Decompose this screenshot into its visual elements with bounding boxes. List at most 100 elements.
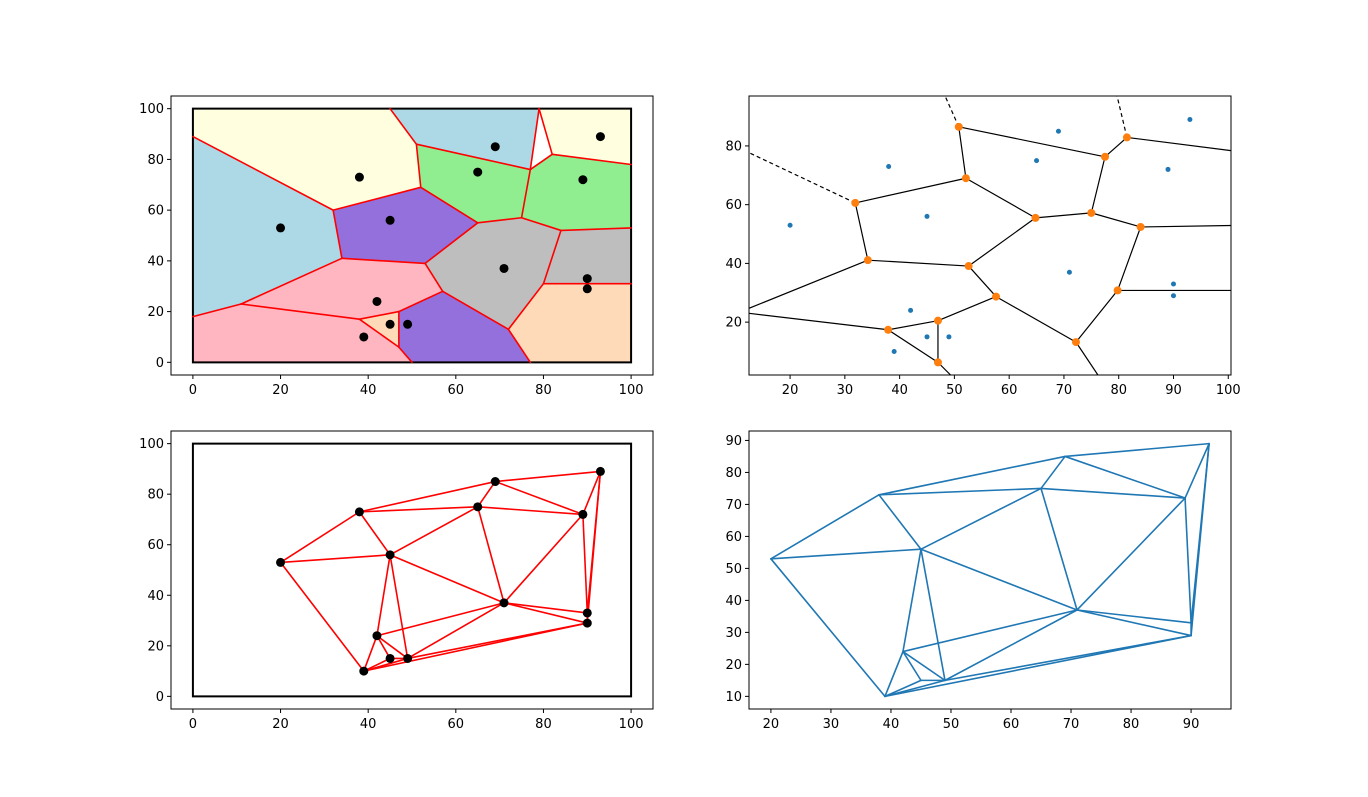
plot-area-3 [191, 442, 633, 698]
data-point-8 [1170, 281, 1176, 287]
triangle-edge-29 [362, 634, 378, 672]
data-point-5 [578, 175, 588, 185]
y-tick-label-8: 90 [725, 434, 742, 449]
voronoi-region-3 [192, 136, 342, 317]
data-point-9 [582, 284, 592, 294]
voronoi-vertex-2 [1122, 133, 1131, 142]
x-tick-label-7: 90 [1183, 717, 1200, 732]
voronoi-region-6 [333, 187, 478, 264]
x-tick-label-5: 70 [1056, 383, 1073, 398]
triangle-edge-12 [1040, 487, 1078, 611]
axes-frame-2 [748, 95, 1232, 376]
triangle-edge-2 [279, 561, 365, 672]
voronoi-edge-3 [1126, 136, 1231, 152]
triangle-edge-28 [902, 650, 946, 682]
data-point-5 [578, 509, 588, 519]
data-point-13 [891, 349, 897, 355]
region-edge-29 [358, 318, 400, 348]
data-point-11 [924, 334, 930, 340]
region-edge-21 [441, 290, 510, 331]
voronoi-region-9 [241, 258, 443, 320]
data-point-10 [372, 296, 382, 306]
region-edge-9 [520, 168, 532, 219]
triangle-edge-6 [920, 487, 1042, 551]
triangle-edge-1 [770, 548, 922, 560]
region-edge-13 [560, 227, 632, 232]
y-tick-label-3: 40 [725, 594, 742, 609]
data-point-6 [595, 466, 605, 476]
voronoi-vertex-9 [964, 262, 973, 271]
data-point-2 [385, 215, 395, 225]
x-tick-label-3: 60 [448, 383, 465, 398]
x-tick-label-3: 50 [943, 717, 960, 732]
triangle-edge-22 [376, 602, 505, 637]
region-edge-2 [415, 143, 422, 189]
triangle-edge-26 [362, 622, 589, 672]
triangle-edge-10 [476, 480, 497, 508]
triangle-edge-26 [884, 634, 1192, 698]
region-edge-26 [358, 310, 400, 321]
voronoi-vertex-1 [1101, 152, 1110, 161]
triangle-edge-16 [503, 513, 584, 604]
x-tick-label-4: 80 [535, 717, 552, 732]
region-edge-0 [192, 135, 334, 211]
y-tick-label-0: 20 [725, 316, 742, 331]
y-tick-label-0: 10 [725, 690, 742, 705]
x-tick-label-5: 100 [619, 383, 644, 398]
triangle-edge-22 [902, 609, 1078, 653]
x-tick-label-1: 30 [837, 383, 854, 398]
plot-area-1 [191, 107, 633, 364]
data-point-4 [490, 477, 500, 487]
voronoi-edge-21 [887, 320, 939, 331]
triangle-edge-32 [884, 679, 946, 698]
triangle-edge-31 [362, 657, 391, 672]
y-tick-label-2: 60 [725, 198, 742, 213]
y-tick-label-7: 80 [725, 466, 742, 481]
voronoi-edge-6 [965, 177, 1037, 219]
x-tick-label-2: 40 [883, 717, 900, 732]
region-edge-24 [192, 303, 242, 318]
triangle-edge-29 [884, 650, 904, 698]
voronoi-vertex-5 [1031, 213, 1040, 222]
triangle-edge-31 [884, 679, 922, 698]
region-edge-12 [520, 216, 562, 232]
triangle-edge-21 [1076, 609, 1192, 637]
triangle-edge-27 [902, 650, 922, 682]
data-point-7 [499, 598, 509, 608]
triangle-edge-14 [494, 470, 602, 483]
x-tick-label-4: 60 [1003, 717, 1020, 732]
voronoi-edge-10 [854, 202, 869, 261]
y-tick-label-2: 40 [147, 254, 164, 269]
voronoi-edge-5 [854, 177, 967, 204]
y-tick-label-2: 30 [725, 626, 742, 641]
triangle-edge-3 [358, 511, 391, 556]
data-point-0 [276, 223, 286, 233]
triangle-edge-19 [1190, 442, 1210, 637]
region-edge-22 [424, 262, 444, 293]
triangle-edge-8 [902, 548, 922, 653]
triangle-edge-15 [582, 470, 602, 516]
triangle-edge-14 [1064, 442, 1210, 458]
region-edge-27 [398, 290, 444, 313]
x-tick-label-1: 30 [823, 717, 840, 732]
region-edge-4 [415, 143, 532, 171]
triangle-edge-19 [586, 470, 602, 624]
x-tick-label-3: 60 [448, 717, 465, 732]
data-point-0 [787, 222, 793, 228]
data-point-9 [582, 618, 592, 628]
data-point-1 [354, 507, 364, 517]
y-tick-label-1: 40 [725, 257, 742, 272]
x-tick-label-0: 20 [782, 383, 799, 398]
x-tick-label-6: 80 [1110, 383, 1127, 398]
voronoi-edge-20 [749, 312, 889, 331]
data-point-13 [359, 332, 369, 342]
triangle-edge-7 [920, 548, 1078, 611]
triangle-edge-8 [376, 554, 391, 637]
y-tick-label-1: 20 [725, 658, 742, 673]
triangle-edge-17 [582, 513, 589, 614]
data-point-12 [403, 319, 413, 329]
x-tick-label-5: 70 [1063, 717, 1080, 732]
voronoi-edge-22 [937, 295, 997, 322]
data-point-2 [385, 550, 395, 560]
